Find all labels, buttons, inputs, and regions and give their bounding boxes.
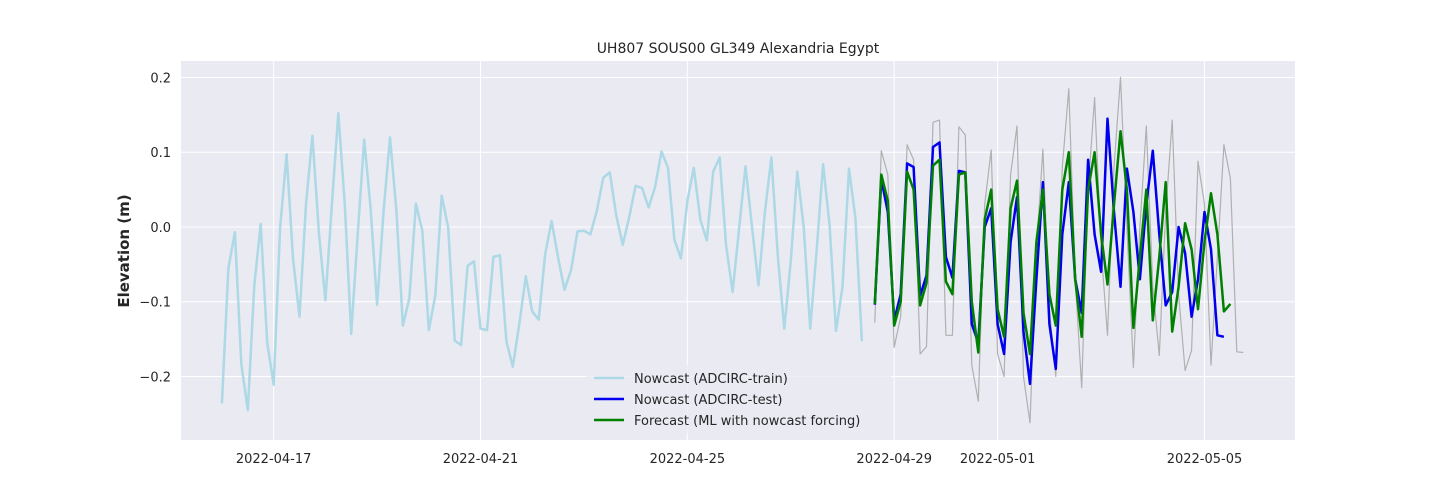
y-tick-label: 0.0	[150, 221, 171, 236]
legend: Nowcast (ADCIRC-train) Nowcast (ADCIRC-t…	[586, 365, 891, 433]
series-line-forecast	[873, 130, 1232, 356]
legend-box	[586, 365, 891, 433]
x-tick-label: 2022-05-01	[960, 452, 1036, 467]
x-tick-label: 2022-04-29	[856, 452, 932, 467]
y-axis-label: Elevation (m)	[115, 194, 133, 307]
y-tick-label: −0.2	[139, 370, 171, 385]
series-line-train	[220, 112, 864, 412]
chart-title: UH807 SOUS00 GL349 Alexandria Egypt	[597, 41, 880, 57]
y-tick-label: 0.2	[150, 71, 171, 86]
y-tick-label: 0.1	[150, 146, 171, 161]
legend-label-train: Nowcast (ADCIRC-train)	[634, 372, 788, 387]
series-line-test	[873, 117, 1225, 386]
x-tick-label: 2022-05-05	[1167, 452, 1243, 467]
legend-label-forecast: Forecast (ML with nowcast forcing)	[634, 414, 860, 429]
y-tick-label: −0.1	[139, 296, 171, 311]
x-tick-labels: 2022-04-17 2022-04-21 2022-04-25 2022-04-29…	[236, 452, 1242, 467]
y-tick-labels: −0.2 −0.1 0.0 0.1 0.2	[139, 71, 171, 385]
x-tick-label: 2022-04-17	[236, 452, 312, 467]
legend-label-test: Nowcast (ADCIRC-test)	[634, 393, 783, 408]
x-tick-label: 2022-04-21	[443, 452, 519, 467]
x-tick-label: 2022-04-25	[650, 452, 726, 467]
series-lines	[220, 76, 1244, 424]
